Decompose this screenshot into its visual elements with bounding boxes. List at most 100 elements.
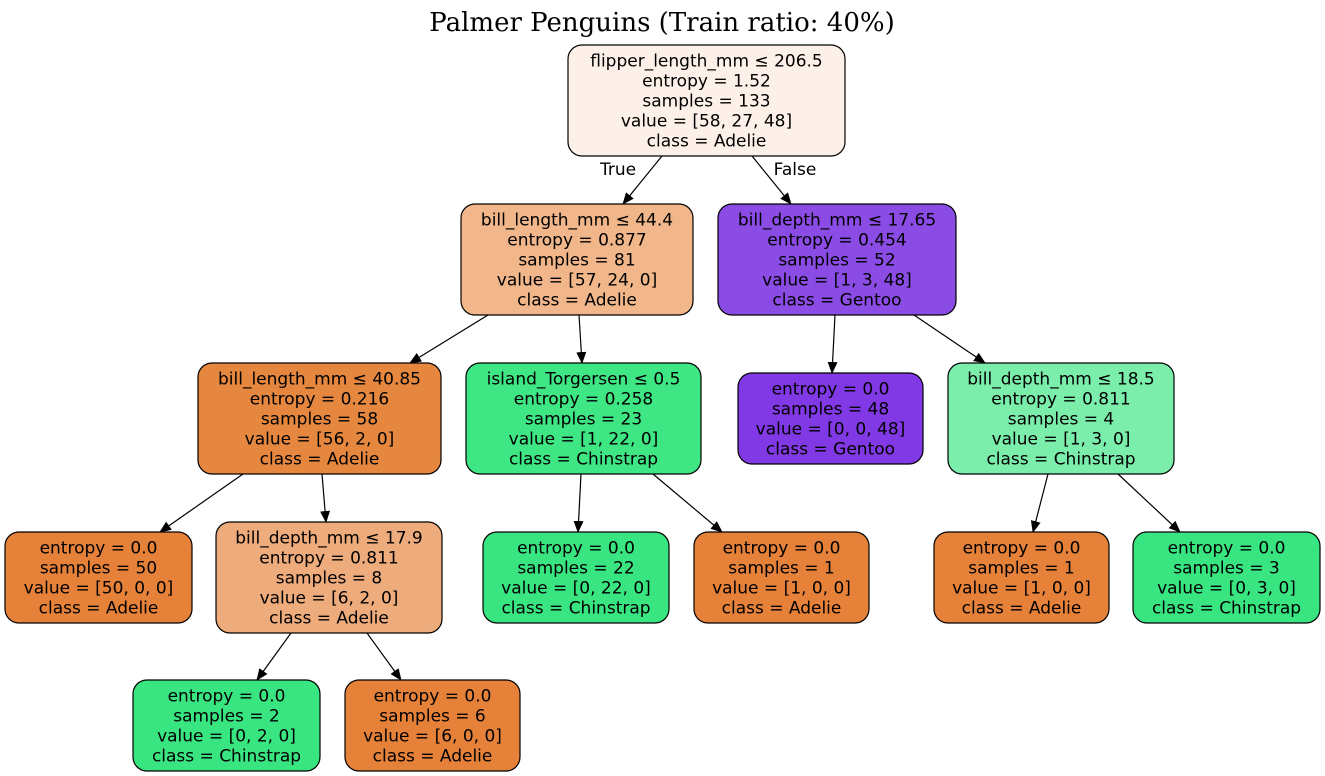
edge-n4-n9 — [573, 473, 584, 533]
node-line: value = [1, 22, 0] — [509, 430, 659, 450]
node-line: bill_length_mm ≤ 40.85 — [218, 370, 421, 390]
node-box — [132, 679, 321, 772]
node-line: value = [58, 27, 48] — [621, 112, 792, 132]
node-box — [460, 203, 694, 316]
node-line: value = [56, 2, 0] — [245, 430, 395, 450]
node-line: bill_depth_mm ≤ 18.5 — [967, 370, 1154, 390]
node-line: entropy = 1.52 — [642, 72, 771, 92]
node-line: samples = 1 — [728, 559, 835, 579]
node-line: class = Adelie — [373, 747, 493, 767]
edge-n8-n13 — [256, 632, 292, 681]
node-line: entropy = 0.0 — [723, 539, 841, 559]
node-line: class = Gentoo — [772, 291, 901, 311]
node-line: entropy = 0.0 — [963, 539, 1081, 559]
node-line: samples = 3 — [1173, 559, 1280, 579]
node-line: class = Adelie — [962, 599, 1082, 619]
node-line: entropy = 0.0 — [517, 539, 635, 559]
node-line: value = [0, 3, 0] — [1157, 579, 1296, 599]
node-box — [693, 531, 870, 624]
node-line: entropy = 0.0 — [168, 687, 286, 707]
node-line: value = [0, 0, 48] — [756, 420, 906, 440]
edge-n3-n7 — [159, 473, 244, 533]
node-box — [215, 521, 443, 634]
node-line: class = Chinstrap — [986, 450, 1135, 470]
node-line: value = [1, 3, 0] — [992, 430, 1131, 450]
node-box — [344, 679, 521, 772]
node-line: samples = 50 — [40, 559, 157, 579]
edge-label-true: True — [599, 160, 636, 180]
node-line: bill_length_mm ≤ 44.4 — [481, 211, 673, 231]
node-line: class = Adelie — [517, 291, 637, 311]
node-line: entropy = 0.216 — [250, 390, 390, 410]
node-line: flipper_length_mm ≤ 206.5 — [590, 52, 823, 72]
edge-n6-n12 — [1117, 473, 1181, 533]
node-line: bill_depth_mm ≤ 17.9 — [235, 529, 422, 549]
node-line: samples = 23 — [525, 410, 642, 430]
node-line: entropy = 0.454 — [767, 231, 907, 251]
node-line: class = Chinstrap — [501, 599, 650, 619]
node-line: samples = 58 — [261, 410, 378, 430]
node-line: samples = 1 — [968, 559, 1075, 579]
node-line: class = Chinstrap — [152, 747, 301, 767]
edges-layer: True False — [159, 155, 1181, 681]
node-line: class = Chinstrap — [1152, 599, 1301, 619]
node-line: value = [6, 2, 0] — [260, 589, 399, 609]
node-line: samples = 81 — [518, 251, 635, 271]
node-line: class = Adelie — [260, 450, 380, 470]
edge-n0-n1 — [622, 155, 663, 205]
edge-n8-n14 — [366, 632, 402, 681]
node-line: entropy = 0.0 — [374, 687, 492, 707]
node-line: entropy = 0.811 — [991, 390, 1131, 410]
node-box — [933, 531, 1110, 624]
node-line: entropy = 0.811 — [259, 549, 399, 569]
edge-n2-n6 — [913, 314, 986, 364]
edge-n6-n11 — [1030, 473, 1049, 533]
node-line: class = Chinstrap — [509, 450, 658, 470]
node-box — [947, 362, 1175, 475]
edge-n1-n3 — [409, 314, 489, 364]
diagram-title: Palmer Penguins (Train ratio: 40%) — [429, 8, 894, 38]
node-line: value = [50, 0, 0] — [24, 579, 174, 599]
edge-n1-n4 — [576, 314, 587, 364]
node-box — [197, 362, 442, 475]
node-line: samples = 2 — [173, 707, 280, 727]
node-line: samples = 22 — [517, 559, 634, 579]
node-line: value = [57, 24, 0] — [497, 271, 657, 291]
node-box — [465, 362, 702, 475]
node-box — [737, 372, 924, 465]
node-line: entropy = 0.0 — [772, 380, 890, 400]
edge-n2-n5 — [827, 314, 838, 374]
node-box — [567, 44, 846, 157]
edge-n4-n10 — [652, 473, 723, 533]
node-line: bill_depth_mm ≤ 17.65 — [738, 211, 936, 231]
node-line: entropy = 0.0 — [1168, 539, 1286, 559]
node-line: value = [0, 22, 0] — [501, 579, 651, 599]
node-box — [717, 203, 957, 316]
node-box — [1132, 531, 1321, 624]
node-line: samples = 8 — [276, 569, 383, 589]
node-line: class = Gentoo — [766, 440, 895, 460]
node-line: value = [1, 3, 48] — [762, 271, 912, 291]
node-line: entropy = 0.0 — [40, 539, 158, 559]
node-line: class = Adelie — [722, 599, 842, 619]
edge-n3-n8 — [320, 473, 331, 523]
node-line: samples = 6 — [379, 707, 486, 727]
node-line: value = [1, 0, 0] — [712, 579, 851, 599]
edge-n0-n2 — [751, 155, 792, 205]
node-line: samples = 52 — [778, 251, 895, 271]
node-line: class = Adelie — [647, 132, 767, 152]
node-line: value = [0, 2, 0] — [157, 727, 296, 747]
